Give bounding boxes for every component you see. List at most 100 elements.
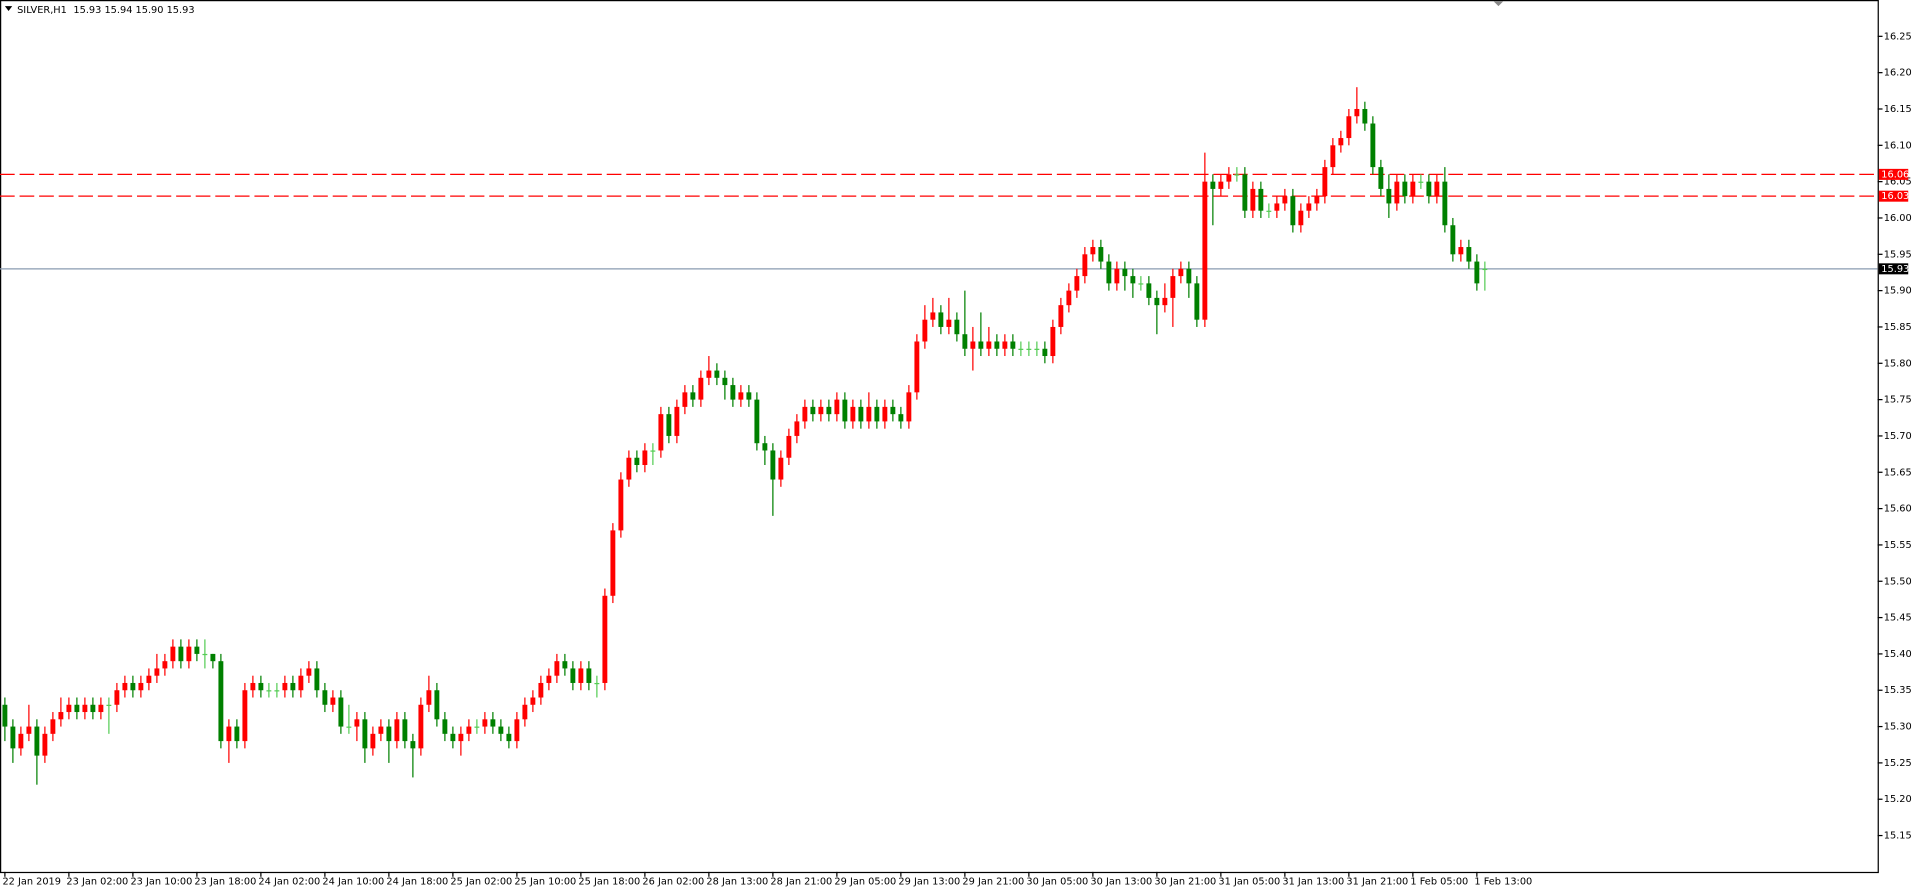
y-tick-label: 16.10 <box>1884 140 1912 151</box>
candle-body <box>1402 181 1408 197</box>
level-tag <box>1878 263 1909 275</box>
candle-body <box>858 406 864 422</box>
candle-body <box>1154 297 1160 306</box>
candle-body <box>578 668 584 683</box>
candle-body <box>1378 167 1384 189</box>
candle-body <box>906 392 912 422</box>
candle-body <box>1386 188 1392 204</box>
candle-body <box>1426 181 1432 197</box>
candle-body <box>762 443 768 451</box>
candle-body <box>610 530 616 596</box>
x-tick-label: 1 Feb 05:00 <box>1410 877 1468 888</box>
candle-body <box>770 450 776 480</box>
candle-body <box>730 385 736 400</box>
y-tick-label: 15.70 <box>1884 431 1912 442</box>
candle-body <box>82 704 88 713</box>
candle-body <box>778 457 784 480</box>
candle-body <box>1450 225 1456 255</box>
candle-body <box>194 646 200 654</box>
candle-body <box>802 406 808 422</box>
candle-body <box>538 682 544 698</box>
candle-body <box>18 733 24 749</box>
candle-body <box>170 646 176 662</box>
x-tick-label: 25 Jan 10:00 <box>514 877 576 888</box>
candle-body <box>618 479 624 531</box>
candle-body <box>354 719 360 727</box>
candle-body <box>98 704 104 713</box>
candle-body <box>1130 276 1136 284</box>
candle-body <box>34 726 40 756</box>
y-tick-label: 15.80 <box>1884 358 1912 369</box>
x-tick-label: 28 Jan 21:00 <box>770 877 832 888</box>
x-tick-label: 30 Jan 05:00 <box>1026 877 1088 888</box>
candle-body <box>1114 268 1120 284</box>
candle-body <box>602 595 608 683</box>
candle-body <box>418 704 424 749</box>
x-tick-label: 29 Jan 21:00 <box>962 877 1024 888</box>
x-tick-label: 31 Jan 21:00 <box>1346 877 1408 888</box>
candle-body <box>1122 268 1128 277</box>
y-tick-label: 15.90 <box>1884 286 1912 297</box>
candle-body <box>106 704 112 706</box>
candle-body <box>1178 268 1184 277</box>
candle-body <box>962 334 968 349</box>
candle-body <box>946 319 952 327</box>
x-tick-label: 26 Jan 02:00 <box>642 877 704 888</box>
candle-body <box>210 653 216 662</box>
candle-body <box>1138 283 1144 285</box>
candle-body <box>810 406 816 415</box>
candle-body <box>306 668 312 676</box>
candle-body <box>250 682 256 691</box>
candle-body <box>1458 247 1464 255</box>
candle-body <box>1306 203 1312 211</box>
y-tick-label: 15.95 <box>1884 249 1912 260</box>
candle-body <box>882 406 888 422</box>
y-tick-label: 15.55 <box>1884 540 1912 551</box>
candle-body <box>466 726 472 734</box>
candle-body <box>290 682 296 691</box>
menu-arrow[interactable] <box>4 6 13 12</box>
candle-body <box>1418 181 1424 183</box>
y-tick-label: 15.75 <box>1884 395 1912 406</box>
candle-body <box>234 726 240 742</box>
level-label: 15.93 <box>1881 264 1909 275</box>
candle-body <box>1106 261 1112 284</box>
candle-body <box>714 370 720 378</box>
candle-body <box>786 435 792 458</box>
candle-body <box>66 704 72 713</box>
x-tick-label: 25 Jan 18:00 <box>578 877 640 888</box>
candle-body <box>1074 276 1080 291</box>
x-tick-label: 24 Jan 18:00 <box>386 877 448 888</box>
candle-body <box>898 414 904 422</box>
x-tick-label: 30 Jan 21:00 <box>1154 877 1216 888</box>
y-tick-label: 15.65 <box>1884 467 1912 478</box>
candle-body <box>986 341 992 349</box>
candle-body <box>1010 341 1016 349</box>
candle-body <box>922 319 928 342</box>
candle-body <box>738 392 744 400</box>
candle-body <box>1362 108 1368 124</box>
candle-body <box>850 406 856 422</box>
candle-body <box>890 406 896 415</box>
candle-body <box>266 690 272 692</box>
candle-body <box>410 741 416 749</box>
candle-body <box>1242 174 1248 211</box>
x-tick-label: 31 Jan 13:00 <box>1282 877 1344 888</box>
candle-body <box>114 690 120 705</box>
candle-body <box>138 682 144 691</box>
candle-body <box>1170 276 1176 298</box>
candle-body <box>1298 210 1304 226</box>
x-tick-label: 1 Feb 13:00 <box>1474 877 1532 888</box>
candle-body <box>202 653 208 656</box>
candle-body <box>1442 181 1448 226</box>
candle-body <box>1218 181 1224 189</box>
y-tick-label: 15.45 <box>1884 613 1912 624</box>
level-tag <box>1878 168 1909 180</box>
candle-body <box>562 661 568 669</box>
candle-body <box>658 414 664 451</box>
candle-body <box>978 341 984 349</box>
y-tick-label: 15.85 <box>1884 322 1912 333</box>
candle-body <box>530 697 536 705</box>
candle-body <box>1282 196 1288 204</box>
